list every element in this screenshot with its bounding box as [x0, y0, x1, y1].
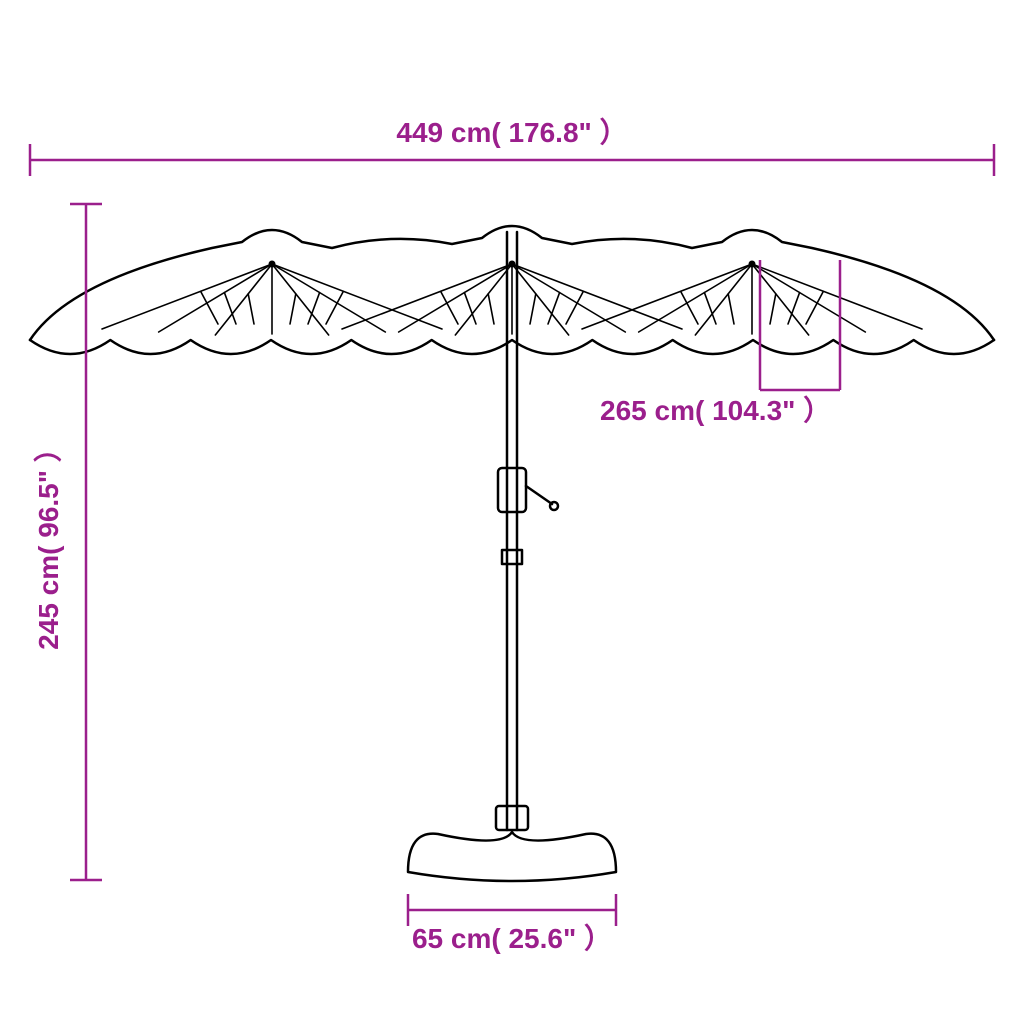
- dim-width-label: 449 cm( 176.8" ）: [396, 116, 627, 148]
- dim-base-label: 65 cm( 25.6" ）: [412, 922, 612, 954]
- dim-height-label: 245 cm( 96.5" ）: [32, 434, 64, 650]
- parasol-outline: [30, 226, 994, 881]
- dimension-diagram: 449 cm( 176.8" ） 245 cm( 96.5" ） 65 cm( 25…: [0, 0, 1024, 1024]
- dim-depth-label: 265 cm( 104.3" ）: [600, 394, 831, 426]
- dimensions: 449 cm( 176.8" ） 245 cm( 96.5" ） 65 cm( 25…: [30, 116, 994, 954]
